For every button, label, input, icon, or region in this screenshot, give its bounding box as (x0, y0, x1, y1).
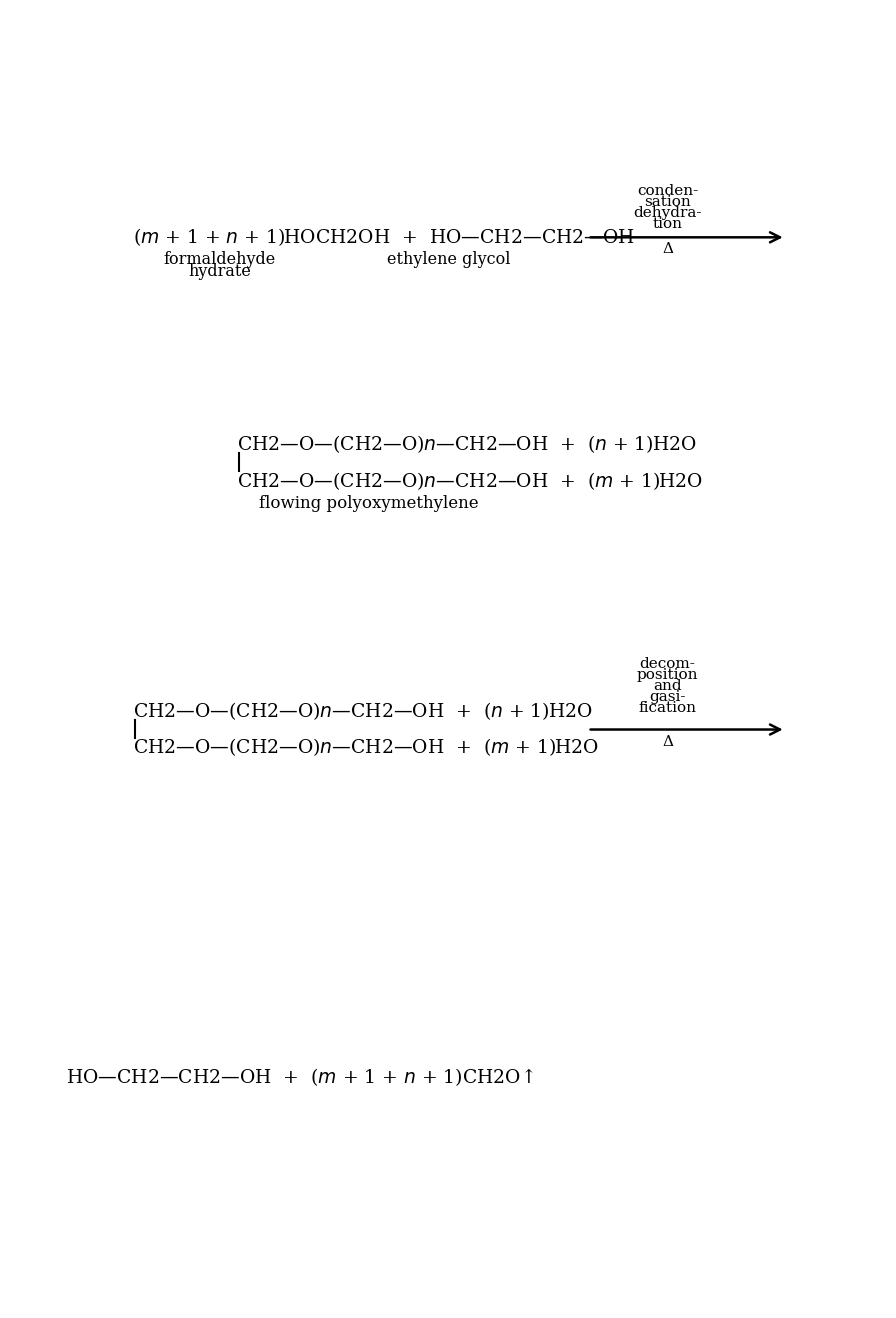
Text: conden-: conden- (637, 183, 698, 198)
Text: CH2—O—(CH2—O)$n$—CH2—OH  +  ($n$ + 1)H2O: CH2—O—(CH2—O)$n$—CH2—OH + ($n$ + 1)H2O (133, 700, 592, 722)
Text: flowing polyoxymethylene: flowing polyoxymethylene (259, 494, 478, 511)
Text: CH2—O—(CH2—O)$n$—CH2—OH  +  ($n$ + 1)H2O: CH2—O—(CH2—O)$n$—CH2—OH + ($n$ + 1)H2O (237, 434, 697, 455)
Text: decom-: decom- (640, 656, 695, 671)
Text: gasi-: gasi- (650, 691, 685, 704)
Text: sation: sation (644, 195, 691, 208)
Text: CH2—O—(CH2—O)$n$—CH2—OH  +  ($m$ + 1)H2O: CH2—O—(CH2—O)$n$—CH2—OH + ($m$ + 1)H2O (133, 735, 599, 758)
Text: hydrate: hydrate (188, 264, 251, 281)
Text: HO—CH2—CH2—OH  +  ($m$ + 1 + $n$ + 1)CH2O↑: HO—CH2—CH2—OH + ($m$ + 1 + $n$ + 1)CH2O↑ (65, 1066, 533, 1087)
Text: Δ: Δ (662, 243, 673, 257)
Text: formaldehyde: formaldehyde (163, 252, 276, 268)
Text: fication: fication (639, 701, 696, 716)
Text: position: position (637, 668, 698, 681)
Text: dehydra-: dehydra- (633, 206, 702, 220)
Text: ($m$ + 1 + $n$ + 1)HOCH2OH  +  HO—CH2—CH2—OH: ($m$ + 1 + $n$ + 1)HOCH2OH + HO—CH2—CH2—… (133, 227, 635, 248)
Text: ethylene glycol: ethylene glycol (387, 252, 511, 268)
Text: CH2—O—(CH2—O)$n$—CH2—OH  +  ($m$ + 1)H2O: CH2—O—(CH2—O)$n$—CH2—OH + ($m$ + 1)H2O (237, 471, 703, 492)
Text: tion: tion (652, 217, 683, 231)
Text: Δ: Δ (662, 734, 673, 749)
Text: and: and (653, 679, 682, 693)
